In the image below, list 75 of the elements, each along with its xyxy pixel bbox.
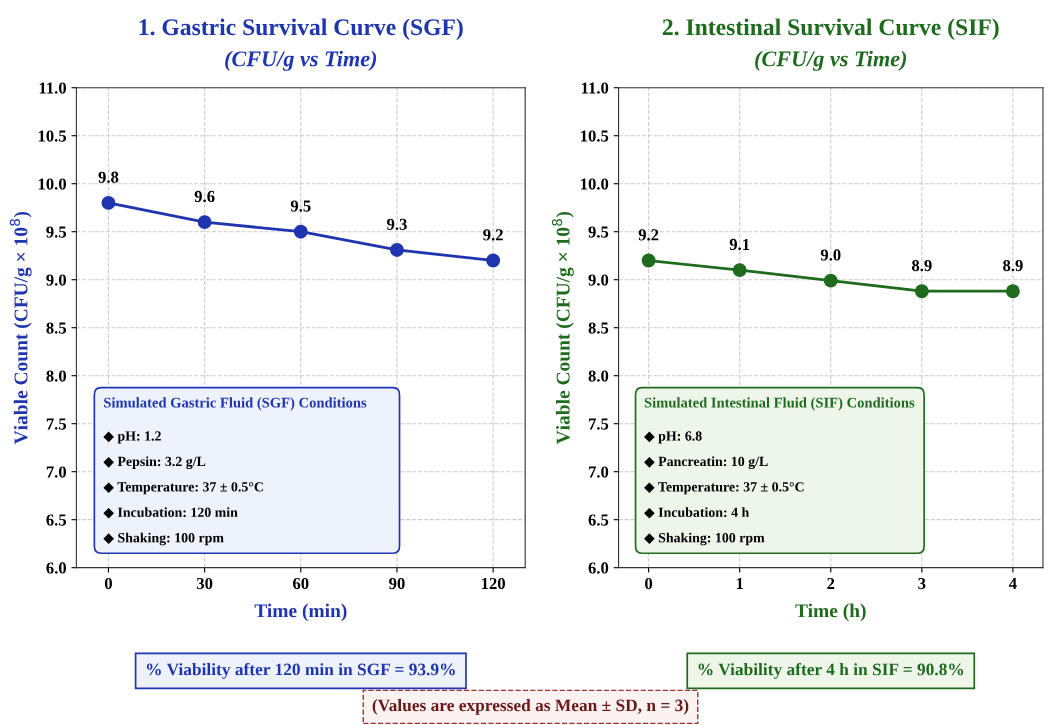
text: % Viability after 4 h in SIF = 90.8% [698, 662, 964, 679]
point [641, 253, 656, 268]
annotation: Simulated Gastric Fluid (SGF) Conditions [104, 397, 367, 411]
point [293, 224, 308, 239]
y-tick-label: 8.0 [588, 370, 609, 382]
y-tick-label: 7.5 [588, 418, 609, 430]
x-tick-label: 30 [196, 577, 213, 590]
x-tick-label: 120 [481, 577, 505, 590]
y-tick-label: 8.5 [588, 322, 609, 334]
annotation: ◆ Shaking: 100 rpm [103, 532, 224, 546]
chart-subtitle: (CFU/g vs Time) [225, 50, 377, 71]
y-tick-label: 9.5 [588, 226, 609, 238]
x-tick-label: 3 [918, 577, 926, 590]
x-tick-label: 60 [293, 577, 309, 590]
y-tick-label: 6.5 [588, 514, 609, 526]
point [1005, 284, 1020, 299]
annotation: ◆ pH: 6.8 [644, 431, 702, 444]
y-axis-title: Viable Count (CFU/g × 10$^{8}$) [551, 211, 574, 445]
chart-title: 2. Intestinal Survival Curve (SIF) [662, 18, 999, 40]
point [390, 243, 404, 257]
point [101, 195, 116, 210]
annotation: ◆ Pepsin: 3.2 g/L [103, 456, 206, 470]
text: % Viability after 120 min in SGF = 93.9% [146, 662, 455, 679]
y-tick-label: 7.0 [46, 466, 67, 478]
y-tick-label: 9.5 [46, 226, 67, 238]
x-tick-label: 2 [827, 577, 835, 589]
data-label: 9.0 [820, 249, 841, 261]
data-label: 9.1 [729, 238, 750, 251]
y-axis-title: Viable Count (CFU/g × 10$^{8}$) [9, 211, 32, 445]
y-tick-label: 11.0 [581, 82, 609, 94]
point [197, 215, 212, 230]
x-axis-title: Time (min) [254, 603, 347, 622]
y-tick-label: 6.5 [46, 514, 67, 526]
y-tick-label: 8.0 [46, 370, 67, 382]
data-label: 9.2 [483, 229, 503, 241]
point [914, 284, 929, 299]
y-tick-label: 8.5 [46, 322, 67, 334]
chart-subtitle: (CFU/g vs Time) [755, 50, 907, 71]
annotation: ◆ Temperature: 37 ± 0.5°C [644, 482, 804, 495]
data-label: 9.3 [387, 218, 407, 230]
x-axis-title: Time (h) [795, 603, 866, 622]
y-tick-label: 11.0 [39, 82, 67, 94]
y-tick-label: 10.0 [581, 178, 609, 190]
y-tick-label: 9.0 [588, 274, 609, 286]
chart-title: 1. Gastric Survival Curve (SGF) [139, 18, 463, 40]
annotation: ◆ Shaking: 100 rpm [644, 532, 765, 546]
annotation: Simulated Intestinal Fluid (SIF) Conditions [644, 397, 915, 411]
data-label: 9.2 [638, 229, 659, 241]
data-label: 8.9 [1003, 259, 1023, 272]
y-tick-label: 6.0 [46, 562, 67, 574]
data-label: 9.6 [194, 190, 215, 203]
data-label: 8.9 [911, 259, 932, 272]
x-tick-label: 0 [645, 577, 653, 590]
annotation: ◆ Pancreatin: 10 g/L [644, 456, 768, 470]
y-tick-label: 10.0 [38, 178, 67, 190]
y-tick-label: 10.5 [581, 130, 609, 142]
x-tick-label: 1 [736, 577, 743, 589]
annotation: ◆ Temperature: 37 ± 0.5°C [103, 482, 263, 495]
annotation: ◆ pH: 1.2 [103, 431, 161, 444]
y-tick-label: 9.0 [46, 274, 67, 286]
annotation: ◆ Incubation: 120 min [103, 507, 238, 519]
x-tick-label: 90 [389, 577, 405, 590]
y-tick-label: 10.5 [38, 130, 67, 142]
data-label: 9.8 [98, 171, 119, 183]
annotation: ◆ Incubation: 4 h [644, 507, 750, 519]
point [486, 253, 501, 268]
point [823, 273, 838, 288]
y-tick-label: 6.0 [588, 562, 609, 574]
x-tick-label: 4 [1008, 577, 1017, 589]
data-label: 9.5 [290, 200, 311, 212]
y-tick-label: 7.0 [588, 466, 609, 478]
x-tick-label: 0 [104, 577, 112, 590]
y-tick-label: 7.5 [46, 418, 67, 430]
point [732, 263, 747, 278]
text: (Values are expressed as Mean ± SD, n = 3) [372, 699, 689, 715]
